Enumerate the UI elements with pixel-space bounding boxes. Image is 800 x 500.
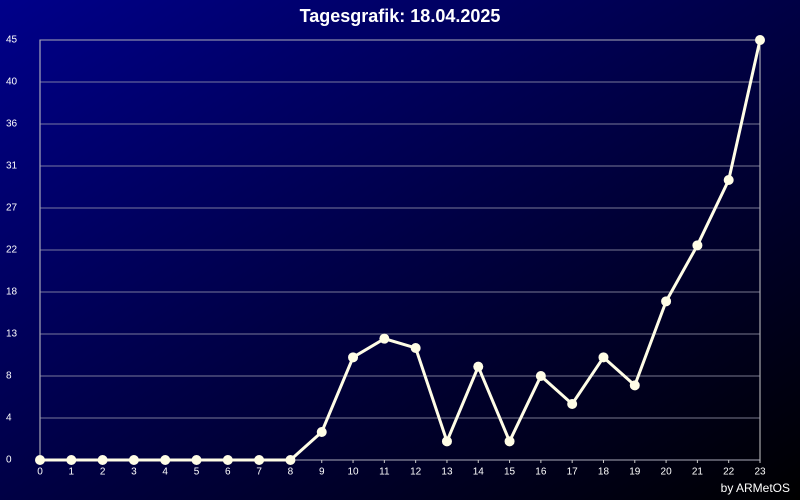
data-point — [535, 371, 546, 381]
data-point — [160, 455, 171, 465]
x-tick-label: 12 — [410, 467, 422, 478]
x-tick-label: 23 — [754, 467, 766, 478]
y-tick-label: 27 — [6, 203, 18, 214]
x-tick-label: 13 — [441, 467, 453, 478]
x-tick-label: 15 — [504, 467, 516, 478]
data-point — [629, 380, 640, 391]
y-tick-label: 0 — [6, 455, 12, 466]
data-point — [473, 361, 484, 372]
credit: by ARMetOS — [721, 481, 790, 495]
data-point — [66, 455, 77, 465]
data-point — [379, 333, 390, 344]
x-tick-label: 4 — [162, 467, 168, 478]
data-point — [723, 175, 734, 185]
x-tick-label: 8 — [288, 467, 294, 478]
data-point — [222, 455, 233, 465]
x-tick-label: 20 — [661, 467, 673, 478]
data-point — [348, 352, 359, 363]
x-tick-label: 19 — [629, 467, 641, 478]
y-tick-label: 45 — [6, 35, 18, 46]
data-point — [128, 455, 139, 465]
data-point — [598, 352, 609, 363]
x-tick-label: 9 — [319, 467, 325, 478]
x-tick-label: 21 — [692, 467, 704, 478]
x-tick-label: 0 — [37, 467, 43, 478]
x-tick-label: 5 — [194, 467, 200, 478]
x-tick-label: 14 — [473, 467, 485, 478]
x-tick-label: 2 — [100, 467, 106, 478]
x-tick-label: 1 — [69, 467, 75, 478]
y-tick-label: 4 — [6, 413, 12, 424]
x-tick-label: 6 — [225, 467, 231, 478]
data-point — [661, 296, 672, 307]
y-tick-label: 22 — [6, 245, 18, 256]
x-tick-label: 18 — [598, 467, 610, 478]
data-point — [441, 436, 452, 447]
data-point — [316, 427, 327, 437]
data-point — [191, 455, 202, 465]
y-tick-label: 36 — [6, 119, 18, 130]
x-tick-label: 17 — [567, 467, 579, 478]
y-tick-label: 40 — [6, 77, 18, 88]
x-tick-label: 11 — [379, 467, 390, 478]
x-tick-label: 22 — [723, 467, 735, 478]
data-point — [755, 35, 765, 45]
x-tick-label: 16 — [535, 467, 547, 478]
data-point — [254, 455, 265, 465]
y-tick-label: 13 — [6, 329, 18, 340]
data-point — [692, 240, 703, 251]
data-point — [410, 343, 421, 353]
x-tick-label: 3 — [131, 467, 137, 478]
data-point — [285, 455, 296, 465]
data-point — [35, 455, 45, 465]
y-tick-label: 31 — [6, 161, 18, 172]
chart-title: Tagesgrafik: 18.04.2025 — [300, 6, 501, 26]
x-tick-label: 10 — [347, 467, 359, 478]
data-point — [567, 399, 578, 409]
y-tick-label: 18 — [6, 287, 18, 298]
series-line — [40, 39, 762, 462]
y-tick-label: 8 — [6, 371, 12, 382]
data-point — [504, 436, 515, 447]
data-point — [97, 455, 108, 465]
x-tick-label: 7 — [256, 467, 262, 478]
